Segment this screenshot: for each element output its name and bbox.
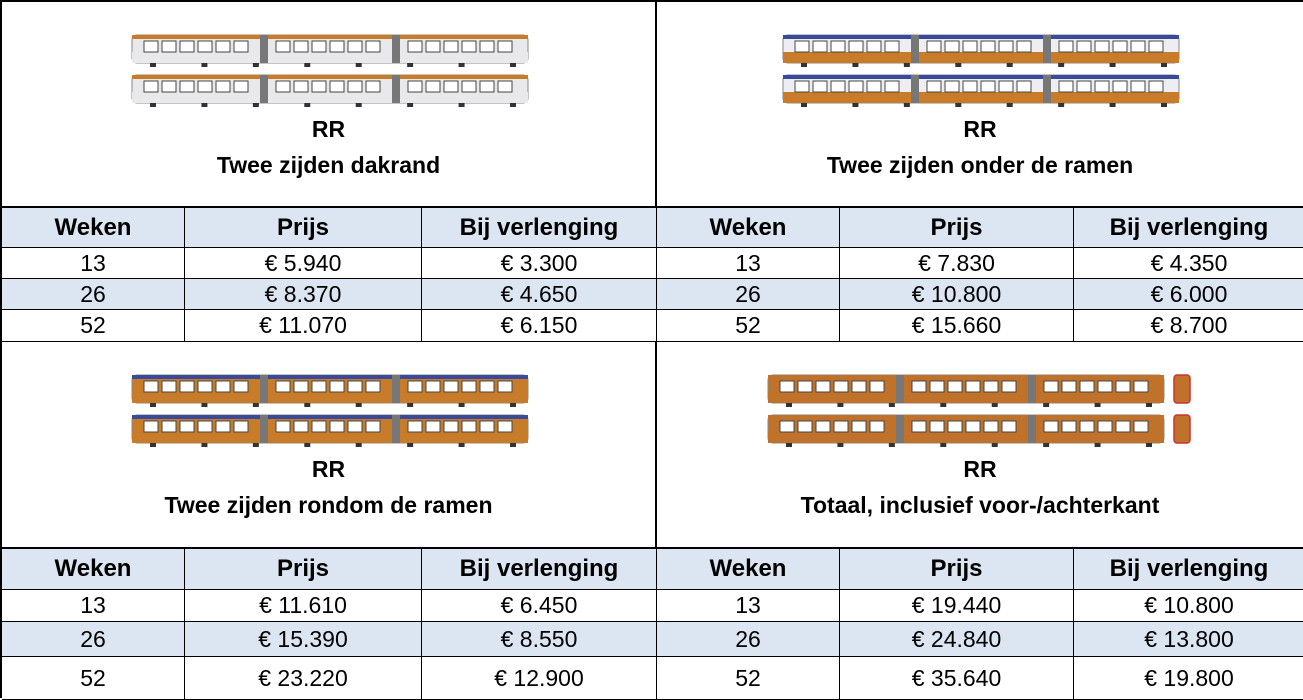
table-cell: € 4.350 — [1074, 248, 1303, 279]
column-header: Bij verlenging — [1074, 549, 1303, 590]
table-cell: 26 — [2, 622, 185, 657]
table-cell: € 4.650 — [422, 279, 657, 310]
train-image — [130, 72, 530, 110]
table-cell: € 35.640 — [840, 657, 1074, 700]
table-cell: € 10.800 — [840, 279, 1074, 310]
table-cell: € 24.840 — [840, 622, 1074, 657]
column-header: Weken — [2, 208, 185, 248]
train-image — [130, 412, 530, 450]
train-image — [130, 372, 530, 410]
table-cell: 13 — [657, 590, 840, 622]
train-image — [781, 72, 1181, 110]
table-cell: € 6.000 — [1074, 279, 1303, 310]
table-cell: € 3.300 — [422, 248, 657, 279]
column-header: Prijs — [185, 549, 422, 590]
table-cell: 26 — [2, 279, 185, 310]
table-cell: € 7.830 — [840, 248, 1074, 279]
product-panel: RR Twee zijden dakrand — [2, 2, 657, 208]
table-cell: 13 — [2, 590, 185, 622]
panel-label: RR — [2, 116, 655, 143]
column-header: Bij verlenging — [422, 549, 657, 590]
panel-label: RR — [657, 116, 1303, 143]
table-cell: 52 — [2, 310, 185, 342]
train-image — [766, 412, 1196, 450]
table-cell: € 15.390 — [185, 622, 422, 657]
column-header: Weken — [657, 549, 840, 590]
table-cell: € 12.900 — [422, 657, 657, 700]
table-cell: € 19.800 — [1074, 657, 1303, 700]
column-header: Prijs — [185, 208, 422, 248]
table-cell: 52 — [657, 657, 840, 700]
table-cell: € 11.610 — [185, 590, 422, 622]
column-header: Weken — [657, 208, 840, 248]
column-header: Bij verlenging — [1074, 208, 1303, 248]
table-cell: 13 — [657, 248, 840, 279]
panel-title: Twee zijden rondom de ramen — [2, 492, 655, 519]
column-header: Prijs — [840, 549, 1074, 590]
table-cell: 13 — [2, 248, 185, 279]
product-panel: RR Twee zijden rondom de ramen — [2, 342, 657, 549]
train-image — [766, 372, 1196, 410]
table-cell: € 19.440 — [840, 590, 1074, 622]
table-cell: € 11.070 — [185, 310, 422, 342]
column-header: Bij verlenging — [422, 208, 657, 248]
table-cell: 52 — [657, 310, 840, 342]
table-cell: € 8.550 — [422, 622, 657, 657]
table-cell: 26 — [657, 279, 840, 310]
column-header: Weken — [2, 549, 185, 590]
page: RRTwee zijden dakrandWekenPrijsBij verle… — [0, 0, 1303, 698]
table-cell: € 10.800 — [1074, 590, 1303, 622]
product-panel: RR Totaal, inclusief voor-/achterkant — [657, 342, 1303, 549]
train-image — [130, 32, 530, 70]
table-cell: € 6.450 — [422, 590, 657, 622]
table-cell: € 8.370 — [185, 279, 422, 310]
product-panel: RR Twee zijden onder de ramen — [657, 2, 1303, 208]
table-cell: € 13.800 — [1074, 622, 1303, 657]
table-cell: € 15.660 — [840, 310, 1074, 342]
table-cell: € 8.700 — [1074, 310, 1303, 342]
table-cell: 26 — [657, 622, 840, 657]
panel-label: RR — [657, 456, 1303, 483]
panel-title: Totaal, inclusief voor-/achterkant — [657, 492, 1303, 519]
panel-title: Twee zijden onder de ramen — [657, 152, 1303, 179]
table-cell: € 5.940 — [185, 248, 422, 279]
table-cell: 52 — [2, 657, 185, 700]
table-cell: € 6.150 — [422, 310, 657, 342]
train-image — [781, 32, 1181, 70]
panel-title: Twee zijden dakrand — [2, 152, 655, 179]
table-cell: € 23.220 — [185, 657, 422, 700]
panel-label: RR — [2, 456, 655, 483]
column-header: Prijs — [840, 208, 1074, 248]
